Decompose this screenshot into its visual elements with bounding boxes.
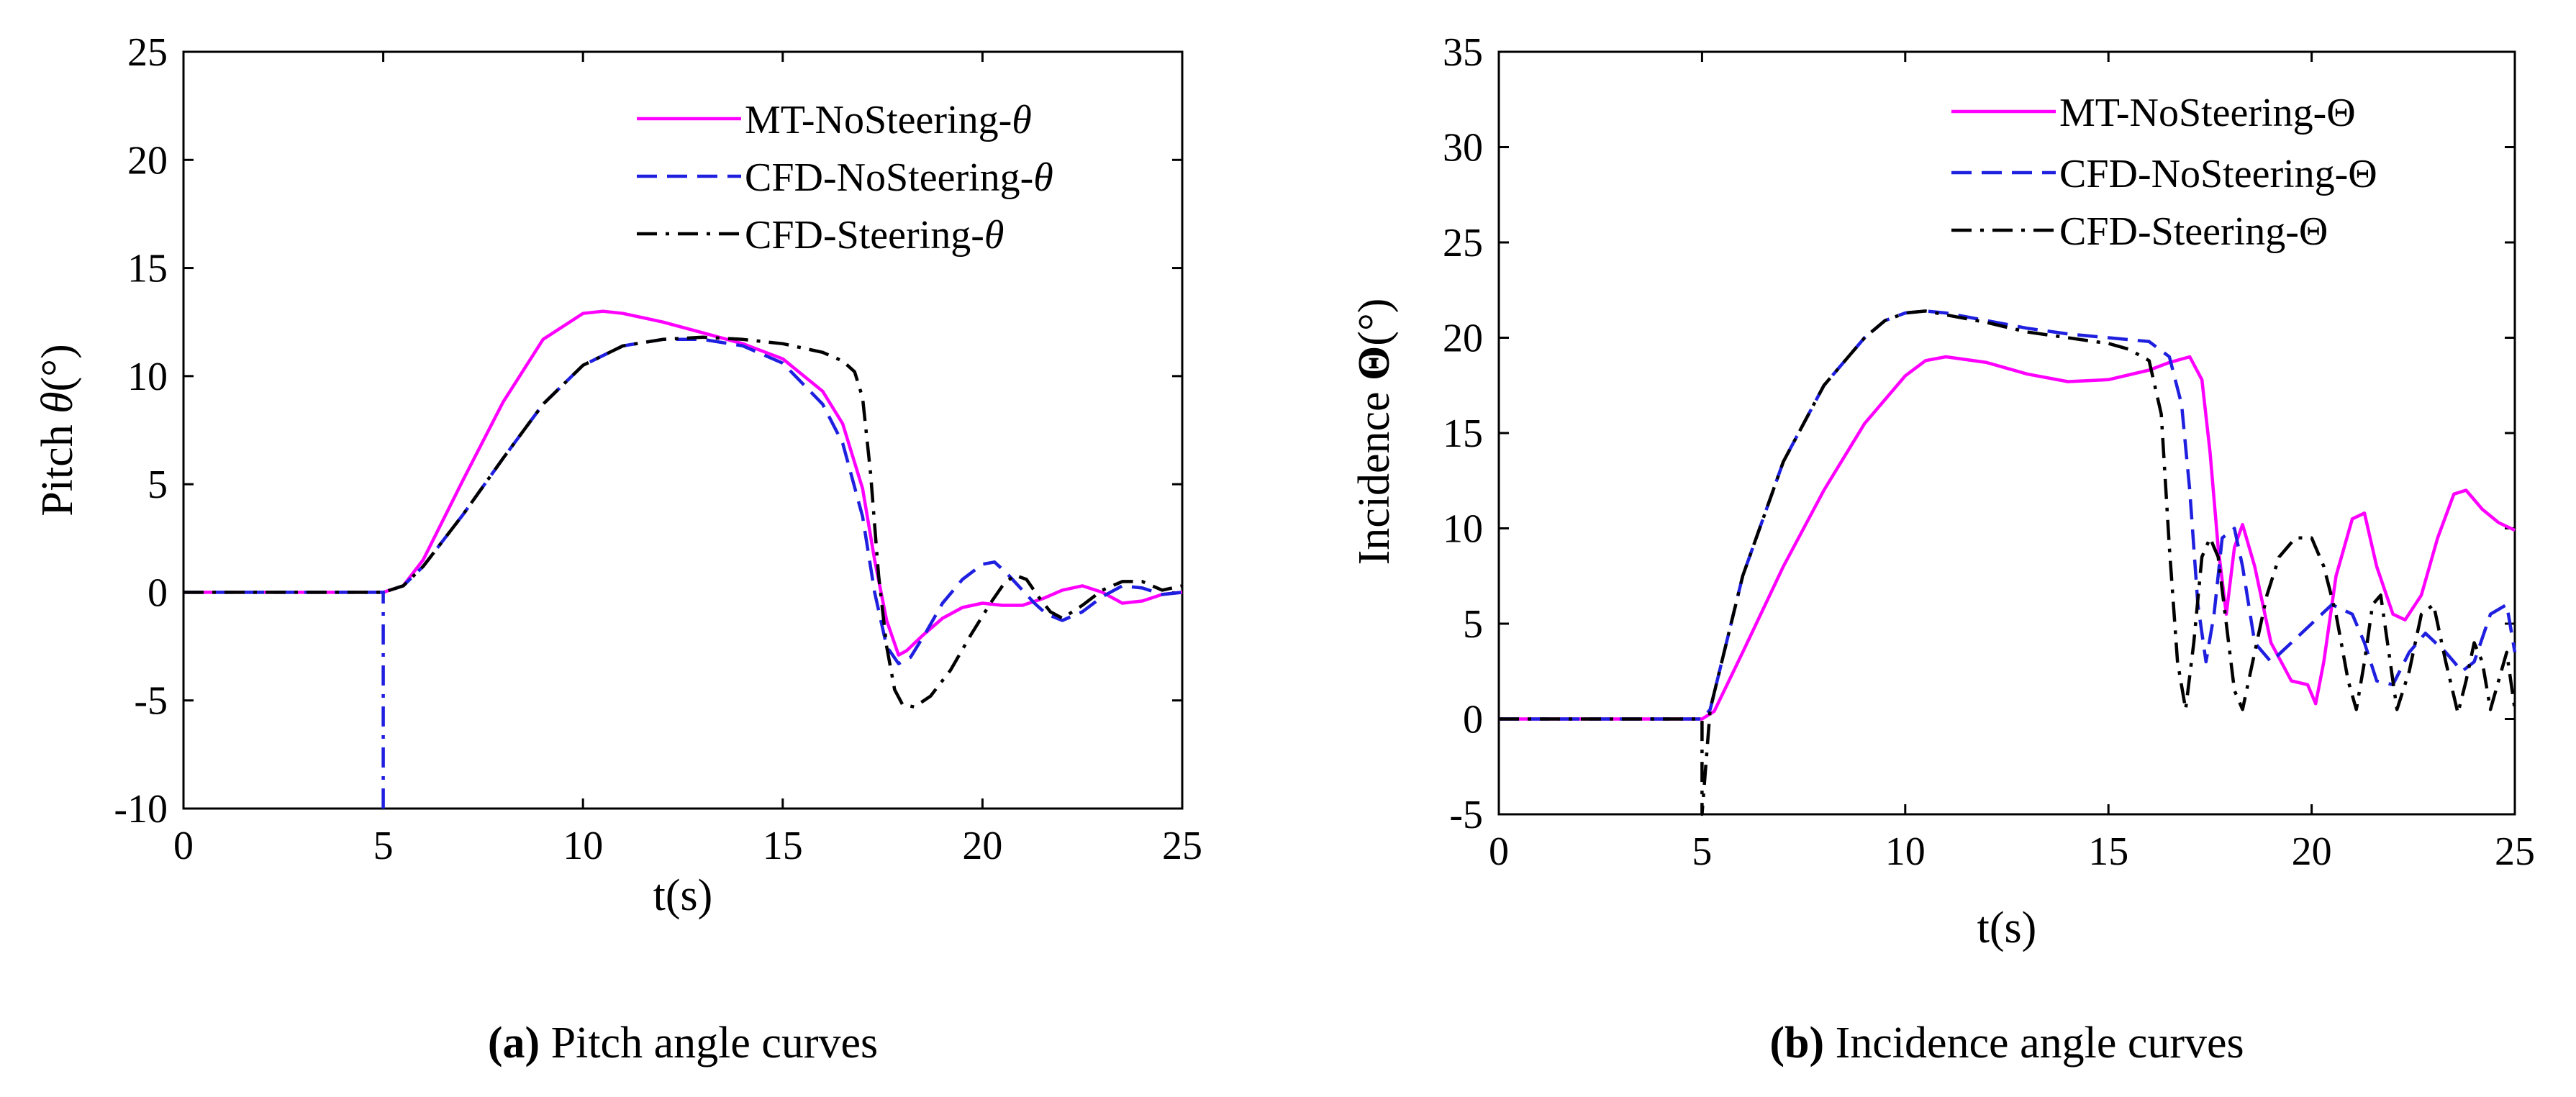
y-tick-label-a-5: 5 (148, 463, 168, 507)
y-axis-label-a: Pitch θ(°) (33, 344, 82, 516)
legend-label-mt-nosteering-theta: MT-NoSteering-θ (745, 98, 1032, 142)
caption-b: (b) Incidence angle curves (1769, 1019, 2244, 1068)
y-tick-label-a--5: -5 (134, 679, 168, 724)
x-tick-label-b-10: 10 (1885, 829, 1926, 874)
y-tick-label-a-10: 10 (127, 355, 168, 399)
y-tick-label-a-25: 25 (127, 30, 168, 75)
legend-label-cfd-steering-theta: CFD-Steering-θ (745, 213, 1004, 258)
y-tick-label-b-20: 20 (1443, 317, 1483, 361)
legend-a: MT-NoSteering-θ CFD-NoSteering-θ CFD-Ste… (637, 98, 1053, 258)
x-tick-label-a-0: 0 (173, 824, 194, 868)
y-tick-label-a-15: 15 (127, 247, 168, 291)
panel-a-pitch-chart: 0 5 10 15 20 25 -10 -5 0 5 10 15 20 25 MT-NoSteering-… (33, 30, 1202, 1068)
x-tick-label-a-25: 25 (1162, 824, 1202, 868)
legend-label-cfd-nosteering-incidence: CFD-NoSteering-Θ (2059, 152, 2377, 196)
plot-area-a (182, 50, 1184, 810)
y-tick-label-b-30: 30 (1443, 126, 1483, 170)
x-tick-label-a-10: 10 (563, 824, 603, 868)
y-tick-label-a--10: -10 (114, 787, 168, 832)
legend-label-mt-nosteering-incidence: MT-NoSteering-Θ (2059, 91, 2356, 135)
y-tick-label-b-10: 10 (1443, 507, 1483, 552)
x-tick-label-a-15: 15 (763, 824, 803, 868)
series-line-b-cfd-steering (1499, 309, 2517, 816)
legend-label-cfd-nosteering-theta: CFD-NoSteering-θ (745, 155, 1053, 200)
y-tick-label-b-25: 25 (1443, 221, 1483, 265)
ticks-a: 0 5 10 15 20 25 -10 -5 0 5 10 15 20 25 (114, 30, 1202, 868)
x-tick-label-b-25: 25 (2495, 829, 2535, 874)
y-tick-label-b-5: 5 (1463, 602, 1483, 647)
series-line-a-cfd-steering (183, 335, 1183, 709)
y-tick-label-b-15: 15 (1443, 411, 1483, 456)
y-tick-label-a-20: 20 (127, 138, 168, 183)
y-axis-label-b: Incidence Θ(°) (1350, 299, 1399, 565)
y-tick-label-b-0: 0 (1463, 698, 1483, 742)
x-tick-label-b-5: 5 (1692, 829, 1712, 874)
legend-b: MT-NoSteering-Θ CFD-NoSteering-Θ CFD-Ste… (1951, 91, 2377, 254)
x-tick-label-a-5: 5 (373, 824, 394, 868)
x-tick-label-b-20: 20 (2292, 829, 2332, 874)
y-tick-label-b--5: -5 (1449, 793, 1483, 837)
series-line-b-mt-nosteering (1499, 355, 2516, 721)
y-tick-label-a-0: 0 (148, 570, 168, 615)
series-line-a-cfd-nosteering (183, 337, 1183, 665)
x-tick-label-a-20: 20 (962, 824, 1002, 868)
y-tick-label-b-35: 35 (1443, 30, 1483, 75)
x-tick-label-b-0: 0 (1489, 829, 1509, 874)
series-line-a-mt-nosteering (183, 309, 1183, 657)
x-axis-label-b: t(s) (1977, 903, 2037, 952)
series-group-b (1499, 309, 2517, 816)
x-axis-label-a: t(s) (653, 871, 713, 920)
caption-a: (a) Pitch angle curves (488, 1019, 878, 1068)
legend-label-cfd-steering-incidence: CFD-Steering-Θ (2059, 209, 2328, 254)
x-tick-label-b-15: 15 (2088, 829, 2128, 874)
series-group-a (183, 309, 1183, 809)
